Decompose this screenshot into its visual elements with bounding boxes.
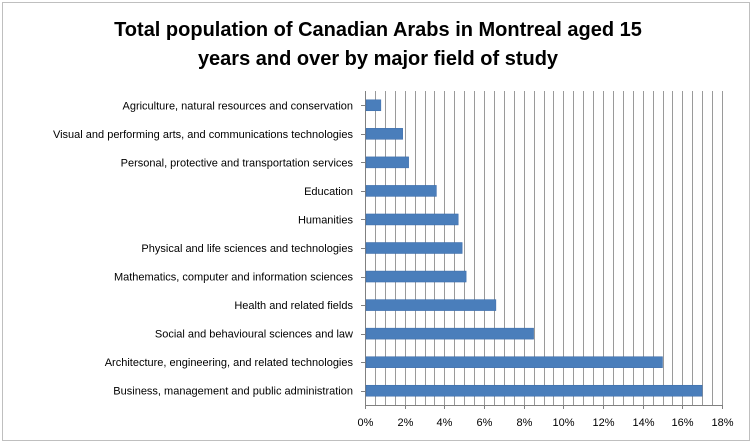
x-tick-label: 2% xyxy=(398,417,414,429)
category-label: Personal, protective and transportation … xyxy=(121,157,354,169)
x-tick-label: 12% xyxy=(592,417,614,429)
x-tick-label: 16% xyxy=(671,417,693,429)
bar xyxy=(365,270,467,283)
x-tick-label: 4% xyxy=(437,417,453,429)
category-label: Health and related fields xyxy=(234,300,353,312)
category-label: Business, management and public administ… xyxy=(113,386,353,398)
chart-title-line-2: years and over by major field of study xyxy=(197,48,559,70)
bar xyxy=(365,185,437,197)
category-label: Architecture, engineering, and related t… xyxy=(105,357,354,369)
bar xyxy=(365,242,463,254)
category-label: Physical and life sciences and technolog… xyxy=(141,243,353,255)
bar xyxy=(365,327,534,340)
x-tick-label: 18% xyxy=(711,417,733,429)
x-tick-label: 0% xyxy=(358,417,374,429)
x-tick-label: 10% xyxy=(552,417,574,429)
bar xyxy=(365,99,382,112)
category-label: Education xyxy=(304,186,353,198)
bar xyxy=(365,128,403,140)
category-label: Mathematics, computer and information sc… xyxy=(114,272,354,284)
category-label: Social and behavioural sciences and law xyxy=(155,329,353,341)
category-label: Visual and performing arts, and communic… xyxy=(53,129,354,141)
bar xyxy=(365,156,409,169)
x-tick-label: 14% xyxy=(632,417,654,429)
x-tick-label: 8% xyxy=(517,417,533,429)
bar xyxy=(365,299,497,311)
bar xyxy=(365,384,703,397)
category-label: Humanities xyxy=(298,214,354,226)
bar xyxy=(365,213,459,226)
chart-title: Total population of Canadian Arabs in Mo… xyxy=(0,16,756,74)
chart-title-line-1: Total population of Canadian Arabs in Mo… xyxy=(114,19,642,41)
category-label: Agriculture, natural resources and conse… xyxy=(122,100,353,112)
bar xyxy=(365,356,663,368)
x-tick-label: 6% xyxy=(477,417,493,429)
